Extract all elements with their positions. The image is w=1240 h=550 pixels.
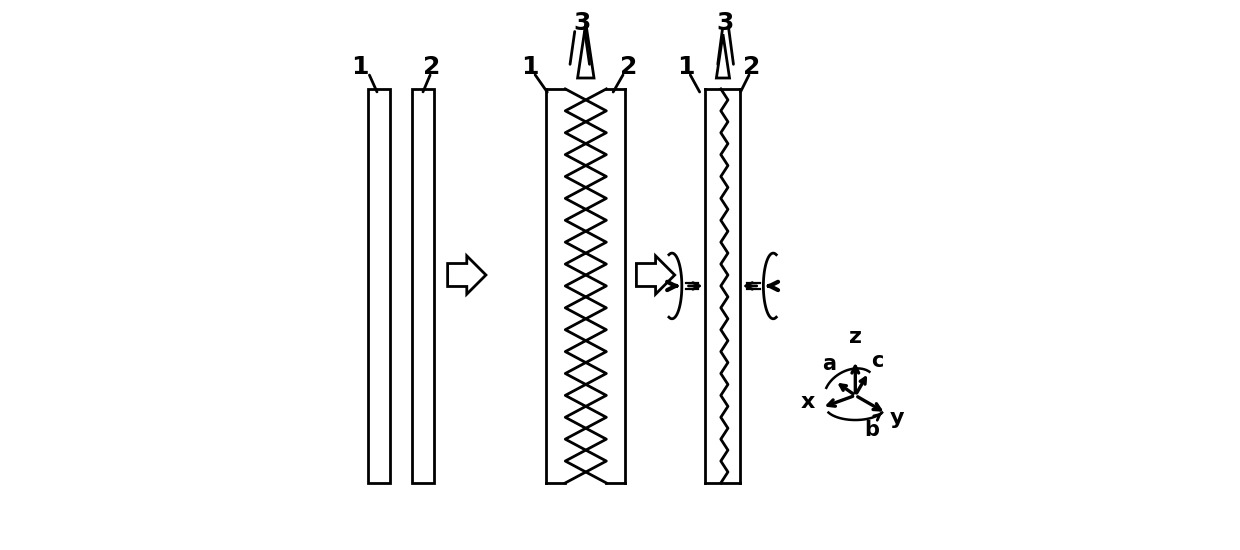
Text: 2: 2	[620, 55, 637, 79]
Text: 2: 2	[743, 55, 760, 79]
Text: b: b	[864, 420, 879, 441]
Polygon shape	[636, 256, 675, 294]
Polygon shape	[717, 34, 729, 78]
Polygon shape	[578, 23, 594, 78]
Text: a: a	[822, 354, 837, 374]
Text: 2: 2	[423, 55, 440, 79]
Text: 3: 3	[717, 12, 734, 35]
Text: z: z	[849, 327, 862, 348]
Text: 1: 1	[351, 55, 368, 79]
Bar	[368, 89, 391, 483]
Text: 1: 1	[521, 55, 538, 79]
Text: y: y	[890, 408, 904, 428]
Polygon shape	[448, 256, 486, 294]
Text: 3: 3	[573, 12, 590, 35]
Text: x: x	[801, 392, 816, 411]
Text: c: c	[870, 351, 883, 371]
Bar	[412, 89, 434, 483]
Text: 1: 1	[677, 55, 694, 79]
